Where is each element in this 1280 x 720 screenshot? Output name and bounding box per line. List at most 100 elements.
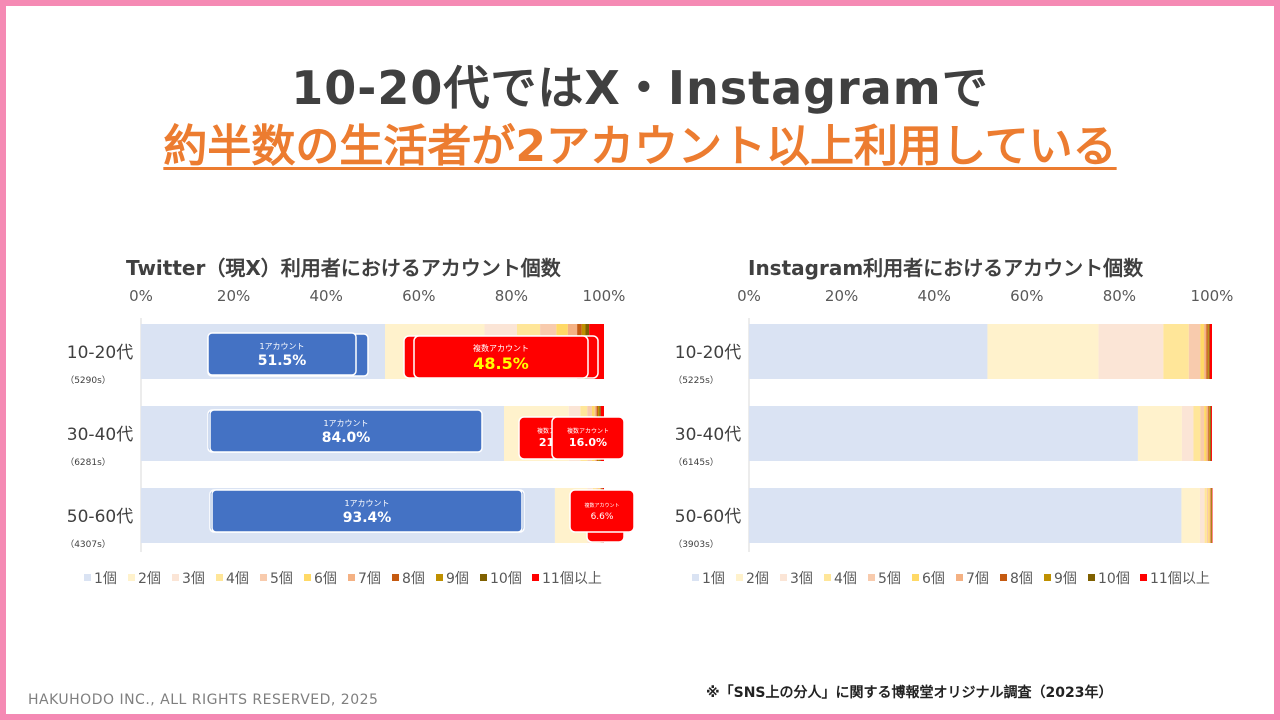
instagram-legend-label: 10個 [1098,571,1130,587]
instagram-legend-label: 7個 [966,571,989,587]
twitter-x-tick-label: 80% [495,287,528,305]
instagram-legend-swatch [824,574,831,581]
instagram-single-callout-value: 93.4% [343,510,392,526]
instagram-legend-label: 3個 [790,571,813,587]
instagram-legend-label: 11個以上 [1150,571,1210,587]
twitter-legend-swatch [172,574,179,581]
survey-note: ※「SNS上の分人」に関する博報堂オリジナル調査（2023年） [706,685,1113,701]
instagram-bar-segment [1206,406,1209,461]
twitter-legend-label: 2個 [138,571,161,587]
instagram-multi-callout-value: 16.0% [569,436,607,449]
instagram-legend-swatch [868,574,875,581]
instagram-single-account-callout: 1アカウント 93.4% [211,489,523,533]
instagram-bar-segment [1188,324,1201,379]
twitter-x-tick-label: 0% [129,287,153,305]
instagram-single-callout-box [207,332,357,376]
instagram-bar-segment [1181,406,1194,461]
instagram-chart-title: Instagram利用者におけるアカウント個数 [748,256,1144,280]
instagram-bar-segment [1193,406,1201,461]
instagram-multi-callout-value: 48.5% [473,354,529,373]
instagram-multi-callout-label: 複数アカウント [584,502,619,509]
instagram-legend-label: 1個 [702,571,725,587]
twitter-legend-label: 9個 [446,571,469,587]
instagram-x-tick-label: 100% [1191,287,1234,305]
instagram-bar-segment [1200,324,1205,379]
instagram-bar-segment [1204,324,1207,379]
twitter-legend-swatch [480,574,487,581]
twitter-legend-label: 7個 [358,571,381,587]
instagram-legend-swatch [912,574,919,581]
instagram-bar-segment [1206,488,1209,543]
instagram-bar-segment [749,406,1138,461]
instagram-legend-label: 9個 [1054,571,1077,587]
instagram-single-callout-value: 84.0% [322,430,371,446]
instagram-multi-callout-box [413,335,589,379]
twitter-legend-label: 6個 [314,571,337,587]
instagram-multi-callout-label: 複数アカウント [567,427,609,435]
instagram-row-label: 50-60代 [675,507,741,527]
instagram-single-callout-label: 1アカウント [344,499,389,508]
instagram-legend-swatch [1044,574,1051,581]
instagram-x-tick-label: 40% [918,287,951,305]
twitter-legend-swatch [436,574,443,581]
instagram-x-tick-label: 60% [1010,287,1043,305]
instagram-bar-segment [1199,488,1205,543]
twitter-legend: 1個 2個 3個 4個 5個 6個 7個 8個 9個 10個 11個以上 [84,571,602,587]
twitter-legend-label: 3個 [182,571,205,587]
instagram-row-label: 10-20代 [675,343,741,363]
instagram-bar-segment [1208,406,1210,461]
instagram-bar-segment [1163,324,1189,379]
twitter-row-sample: （4307s） [65,539,111,550]
instagram-legend-label: 6個 [922,571,945,587]
twitter-legend-label: 8個 [402,571,425,587]
twitter-x-axis: 0% 20% 40% 60% 80% 100% [129,287,625,305]
slide-title-line2: 約半数の生活者が2アカウント以上利用している [0,110,1280,174]
instagram-bar-segment [1208,324,1210,379]
twitter-row-sample: （5290s） [65,375,111,386]
twitter-x-tick-label: 20% [217,287,250,305]
twitter-legend-swatch [128,574,135,581]
instagram-bar-segment [1200,406,1205,461]
twitter-legend-label: 5個 [270,571,293,587]
instagram-multi-callout-box [569,489,635,533]
twitter-legend-label: 1個 [94,571,117,587]
instagram-multi-callout-value: 6.6% [591,512,614,522]
instagram-multi-account-callout: 複数アカウント 6.6% [569,489,635,533]
instagram-bar-segment [1137,406,1182,461]
instagram-legend-swatch [956,574,963,581]
copyright-footer: HAKUHODO INC., ALL RIGHTS RESERVED, 2025 [28,692,379,708]
instagram-bar-segment [1207,324,1209,379]
instagram-bar-segment [1181,488,1200,543]
instagram-legend-swatch [736,574,743,581]
instagram-legend-label: 8個 [1010,571,1033,587]
instagram-x-tick-label: 0% [737,287,761,305]
instagram-bar-segment [987,324,1099,379]
twitter-x-tick-label: 40% [310,287,343,305]
instagram-legend-label: 5個 [878,571,901,587]
instagram-single-account-callout: 1アカウント 84.0% [209,409,483,453]
twitter-legend-label: 4個 [226,571,249,587]
instagram-bar-segment [749,324,988,379]
twitter-legend-swatch [260,574,267,581]
instagram-bar-row [749,488,1213,543]
instagram-row-label: 30-40代 [675,425,741,445]
instagram-bar-segment [1204,488,1207,543]
instagram-bar-segment [1209,324,1212,379]
instagram-multi-callout-box [551,416,625,460]
twitter-legend-label: 11個以上 [542,571,602,587]
twitter-legend-label: 10個 [490,571,522,587]
twitter-x-tick-label: 60% [402,287,435,305]
instagram-account-chart: 0% 20% 40% 60% 80% 100% 10-20代 （5225s） 30-40代 （61… [207,287,1233,587]
instagram-bar-segment [1098,324,1164,379]
instagram-x-axis: 0% 20% 40% 60% 80% 100% [737,287,1233,305]
instagram-single-callout-label: 1アカウント [259,342,304,351]
instagram-bar-segment [1210,406,1212,461]
instagram-single-callout-label: 1アカウント [323,419,368,428]
instagram-bar-row [749,406,1212,461]
instagram-legend-swatch [780,574,787,581]
twitter-row-label: 10-20代 [67,343,133,363]
instagram-bar-segment [749,488,1182,543]
instagram-bar-segment [1208,488,1210,543]
